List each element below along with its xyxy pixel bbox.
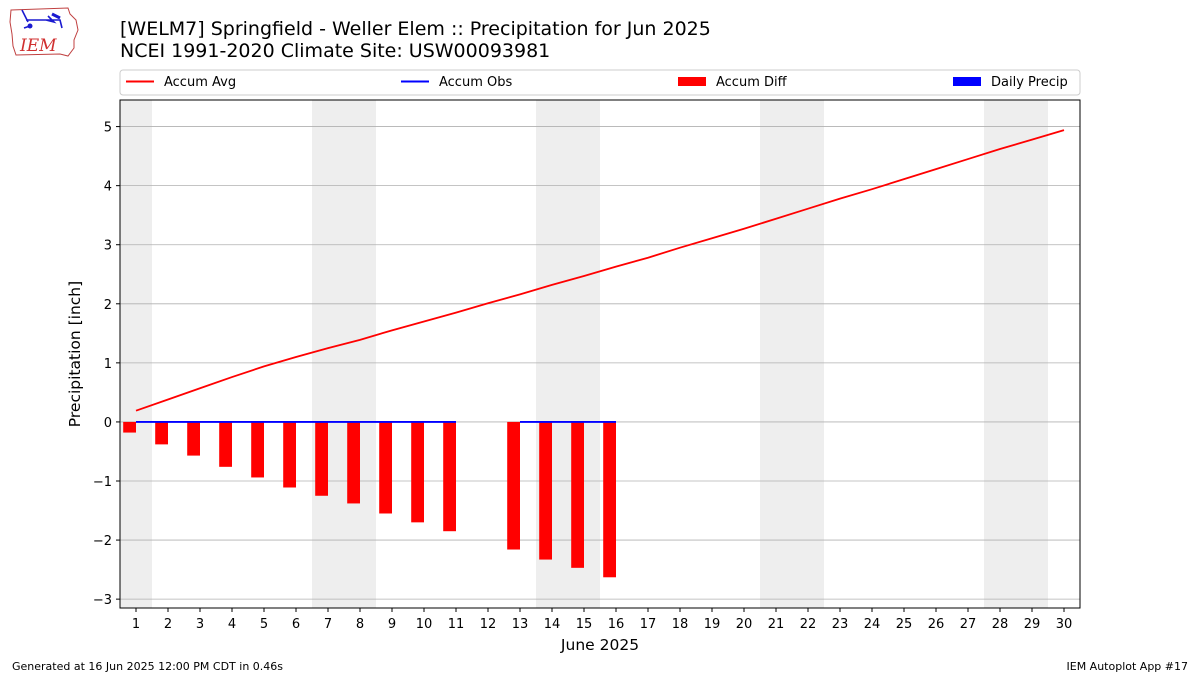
accum-diff-bar (507, 421, 520, 550)
x-tick-label: 29 (1024, 617, 1041, 632)
y-tick-label: −2 (93, 534, 112, 549)
accum-diff-bar (379, 421, 392, 514)
accum-avg-line (135, 129, 1065, 412)
x-tick-label: 21 (768, 617, 785, 632)
x-tick-label: 20 (736, 617, 753, 632)
x-tick-label: 18 (672, 617, 689, 632)
accum-diff-bar (155, 421, 168, 445)
legend-accum-diff-label: Accum Diff (716, 75, 788, 90)
y-tick-label: 4 (104, 180, 112, 195)
x-tick-label: 7 (324, 617, 332, 632)
weekend-shade (984, 100, 1048, 608)
weekend-shade (760, 100, 824, 608)
accum-diff-bar (123, 421, 136, 433)
y-tick-label: 3 (104, 239, 112, 254)
accum-diff-bar (251, 421, 264, 478)
x-tick-label: 13 (512, 617, 529, 632)
x-tick-label: 24 (864, 617, 881, 632)
x-tick-label: 6 (292, 617, 300, 632)
x-tick-label: 16 (608, 617, 625, 632)
iem-logo: IEM (9, 7, 79, 57)
legend-daily-precip-swatch (953, 77, 981, 86)
x-tick-label: 19 (704, 617, 721, 632)
x-tick-label: 5 (260, 617, 268, 632)
legend-accum-obs-label: Accum Obs (439, 75, 512, 90)
y-tick-label: 5 (104, 121, 112, 136)
accum-diff-bar (219, 421, 232, 467)
y-tick-label: 2 (104, 298, 112, 313)
accum-diff-bar (347, 421, 360, 504)
footer-generated: Generated at 16 Jun 2025 12:00 PM CDT in… (12, 660, 284, 673)
plot-frame (119, 99, 1081, 609)
accum-diff-bar (283, 421, 296, 488)
accum-diff-bar (571, 421, 584, 568)
legend-box (119, 69, 1081, 96)
accum-diff-bar (187, 421, 200, 456)
accum-diff-bar (539, 421, 552, 560)
y-tick-label: 1 (104, 357, 112, 372)
weekend-shade (120, 100, 152, 608)
y-tick-label: 0 (104, 416, 112, 431)
x-tick-label: 30 (1056, 617, 1073, 632)
legend-daily-precip-label: Daily Precip (991, 75, 1068, 90)
weekend-shade (312, 100, 376, 608)
x-tick-label: 3 (196, 617, 204, 632)
x-tick-label: 27 (960, 617, 977, 632)
x-axis-label: June 2025 (560, 636, 639, 654)
x-tick-label: 26 (928, 617, 945, 632)
accum-diff-bar (603, 421, 616, 578)
x-tick-label: 10 (416, 617, 433, 632)
x-tick-label: 1 (132, 617, 140, 632)
x-tick-label: 4 (228, 617, 236, 632)
legend-accum-diff-swatch (678, 77, 706, 86)
y-tick-label: −1 (93, 475, 112, 490)
logo-text: IEM (19, 36, 57, 56)
x-tick-label: 8 (356, 617, 364, 632)
chart-title: [WELM7] Springfield - Weller Elem :: Pre… (120, 18, 711, 40)
x-tick-label: 9 (388, 617, 396, 632)
footer-app: IEM Autoplot App #17 (1066, 660, 1189, 673)
x-tick-label: 28 (992, 617, 1009, 632)
x-tick-label: 17 (640, 617, 657, 632)
x-tick-label: 15 (576, 617, 593, 632)
x-tick-label: 23 (832, 617, 849, 632)
x-tick-label: 22 (800, 617, 817, 632)
x-tick-label: 11 (448, 617, 465, 632)
legend-accum-avg-label: Accum Avg (164, 75, 236, 90)
x-tick-label: 25 (896, 617, 913, 632)
x-tick-label: 2 (164, 617, 172, 632)
y-tick-label: −3 (93, 593, 112, 608)
y-axis-label: Precipitation [inch] (66, 281, 84, 427)
accum-diff-bar (411, 421, 424, 523)
chart-subtitle: NCEI 1991-2020 Climate Site: USW00093981 (120, 40, 551, 62)
x-tick-label: 12 (480, 617, 497, 632)
accum-diff-bar (443, 421, 456, 532)
x-tick-label: 14 (544, 617, 561, 632)
accum-diff-bar (315, 421, 328, 496)
